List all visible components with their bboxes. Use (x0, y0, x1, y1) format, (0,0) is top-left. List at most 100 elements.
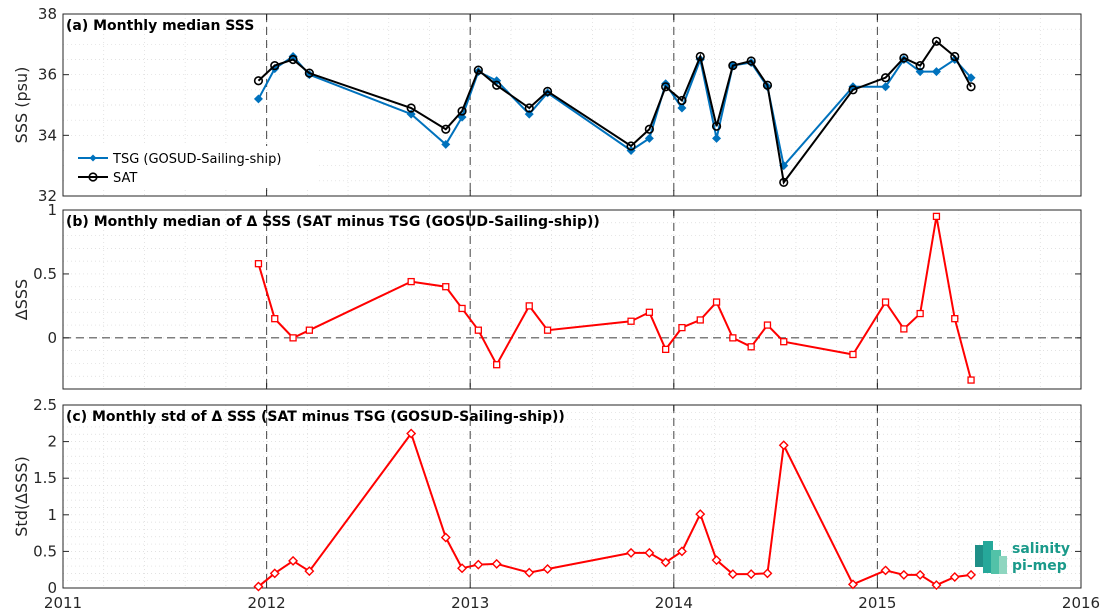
data-point (746, 56, 756, 66)
data-point (304, 68, 314, 78)
data-point (966, 569, 977, 580)
data-point (915, 60, 925, 71)
data-point (847, 579, 858, 590)
data-point (931, 67, 941, 77)
y-tick-label: 2.5 (33, 396, 57, 414)
data-point (880, 565, 891, 576)
data-point (441, 139, 451, 149)
data-point (525, 302, 533, 310)
data-point (899, 53, 909, 63)
data-point (712, 133, 722, 143)
data-point (915, 569, 926, 580)
data-point (762, 568, 773, 579)
data-point (849, 350, 857, 359)
data-point (442, 283, 450, 291)
data-point (644, 547, 655, 558)
logo-bar-1 (975, 545, 985, 567)
data-point (915, 67, 925, 77)
data-point (951, 315, 959, 323)
y-tick-label: 36 (38, 66, 57, 84)
data-point (880, 73, 891, 83)
data-point (762, 80, 773, 90)
legend-label: SAT (113, 171, 137, 186)
y-tick-label: 2 (47, 433, 57, 451)
panel-title: (a) Monthly median SSS (66, 18, 254, 34)
data-point (695, 51, 705, 62)
data-point (440, 532, 451, 543)
data-point (473, 65, 483, 75)
data-point (728, 60, 738, 71)
data-point (271, 315, 279, 323)
data-point (289, 334, 297, 342)
data-point (916, 309, 924, 318)
axes-box-0 (62, 13, 1082, 197)
legend-marker (88, 172, 98, 182)
legend-box (66, 146, 316, 188)
data-point (492, 80, 502, 90)
data-point (627, 317, 635, 325)
data-point (898, 569, 909, 580)
y-axis-label: ΔSSS (12, 279, 31, 320)
x-tick-label: 2016 (1062, 594, 1100, 612)
data-point (543, 326, 552, 334)
y-tick-label: 32 (38, 187, 57, 205)
data-point (932, 212, 941, 221)
grid-lines-2 (62, 404, 1082, 589)
data-point (711, 555, 722, 566)
data-point (677, 103, 687, 113)
data-point (441, 124, 451, 134)
data-point (626, 547, 637, 558)
data-point (677, 95, 687, 106)
y-tick-label: 0.5 (33, 542, 57, 560)
panel-title: (b) Monthly median of Δ SSS (SAT minus T… (66, 214, 600, 230)
data-point (900, 325, 908, 333)
legend-label: TSG (GOSUD-Sailing-ship) (112, 152, 281, 167)
data-point (746, 569, 757, 580)
data-point (288, 555, 299, 566)
data-point (950, 51, 960, 62)
data-point (779, 177, 789, 187)
data-point (931, 36, 942, 46)
y-tick-label: 1 (47, 506, 57, 524)
data-point (406, 428, 417, 439)
data-point (645, 308, 654, 316)
y-axis-label: SSS (psu) (12, 67, 31, 144)
salinity-pi-mep-logo: salinity pi-mep (975, 541, 1070, 574)
data-point (407, 277, 415, 286)
data-point (305, 326, 314, 334)
data-point (491, 558, 502, 569)
grid-lines-1 (62, 209, 1082, 390)
legend: TSG (GOSUD-Sailing-ship) SAT (66, 146, 316, 188)
series-line-tsg (257, 55, 972, 168)
data-point (778, 440, 789, 451)
data-point (270, 60, 280, 71)
data-point (542, 86, 553, 96)
series-line-sat (257, 39, 972, 185)
data-point (848, 85, 858, 95)
data-point (493, 361, 501, 369)
data-point (473, 559, 484, 570)
data-point (729, 334, 737, 342)
data-point (966, 82, 976, 92)
data-point (253, 581, 264, 592)
data-point (696, 316, 704, 324)
data-point (269, 568, 280, 579)
data-point (747, 343, 755, 351)
data-point (474, 326, 482, 334)
data-point (678, 323, 686, 332)
data-point (524, 567, 535, 578)
axes-box-2 (62, 404, 1082, 589)
data-point (763, 321, 772, 329)
series-line-delta (257, 216, 973, 381)
data-point (524, 103, 534, 113)
data-point (727, 569, 738, 580)
data-point (406, 103, 416, 113)
logo-bar-3 (991, 550, 1001, 574)
legend-marker (89, 154, 97, 162)
data-point (660, 557, 671, 568)
data-point (662, 345, 670, 354)
logo-text-line1: salinity (1012, 541, 1070, 557)
logo-bar-4 (999, 556, 1007, 574)
data-point (661, 82, 671, 92)
